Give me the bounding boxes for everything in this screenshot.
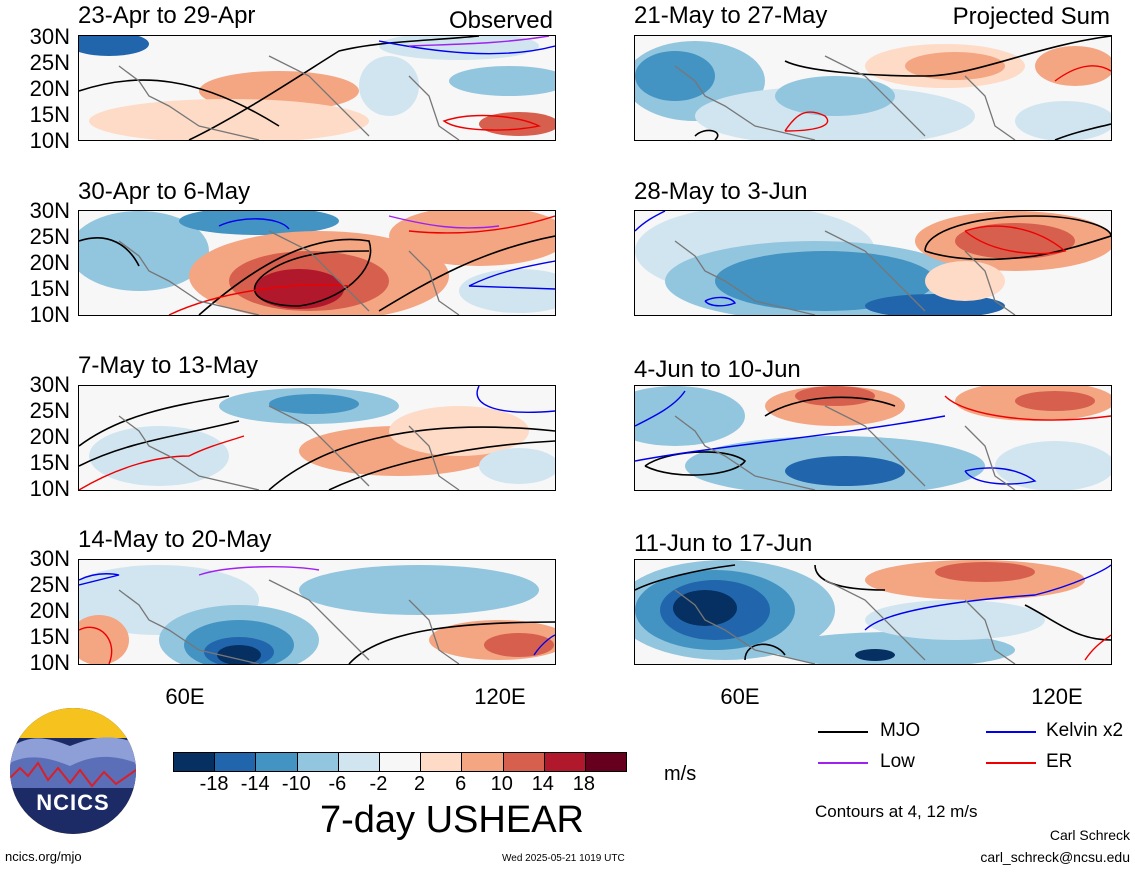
lat-label: 15N [29, 624, 70, 649]
lat-label: 15N [29, 102, 70, 127]
map-panel-right-2 [634, 210, 1112, 316]
colorbar-tick-label: 18 [572, 773, 596, 795]
colorbar-swatch [337, 753, 379, 771]
panel-title-right-2: 28-May to 3-Jun [634, 178, 808, 205]
colorbar [173, 752, 627, 772]
colorbar-unit: m/s [664, 763, 697, 785]
colorbar-swatch [296, 753, 338, 771]
colorbar-tick-label: -14 [240, 773, 270, 795]
panel-title-right-1: 21-May to 27-May [634, 2, 828, 29]
map-panel-right-1 [634, 35, 1112, 141]
lon-label-left-120e: 120E [474, 684, 526, 709]
legend-kelvin-label: Kelvin x2 [1046, 720, 1124, 741]
lat-label: 25N [29, 50, 70, 75]
lat-label: 15N [29, 276, 70, 301]
lat-label: 20N [29, 76, 70, 101]
lat-label: 10N [29, 128, 70, 153]
lon-label-right-120e: 120E [1031, 684, 1083, 709]
colorbar-swatch [502, 753, 544, 771]
lat-label: 25N [29, 572, 70, 597]
colorbar-swatch [255, 753, 297, 771]
colorbar-swatch [214, 753, 256, 771]
legend-kelvin-line [986, 731, 1036, 733]
colorbar-swatch [584, 753, 627, 771]
panel-title-left-2: 30-Apr to 6-May [78, 178, 251, 205]
observed-label: Observed [448, 7, 553, 34]
colorbar-swatch [174, 753, 215, 771]
legend-low-label: Low [880, 751, 915, 772]
lat-label: 25N [29, 224, 70, 249]
lat-label: 30N [29, 546, 70, 571]
lat-label: 10N [29, 302, 70, 327]
footer-timestamp: Wed 2025-05-21 1019 UTC [502, 853, 625, 864]
lat-label: 30N [29, 372, 70, 397]
lat-label: 15N [29, 450, 70, 475]
colorbar-swatch [543, 753, 585, 771]
footer-email[interactable]: carl_schreck@ncsu.edu [980, 849, 1130, 865]
panel-title-right-4: 11-Jun to 17-Jun [634, 530, 813, 557]
lon-label-right-60e: 60E [720, 684, 760, 709]
footer-url[interactable]: ncics.org/mjo [5, 849, 82, 864]
lat-label: 30N [29, 198, 70, 223]
panel-title-left-1: 23-Apr to 29-Apr [78, 2, 256, 29]
lat-label: 20N [29, 598, 70, 623]
colorbar-tick-label: -6 [328, 773, 347, 795]
map-panel-left-1 [78, 35, 556, 141]
map-panel-left-2 [78, 210, 556, 316]
colorbar-title: 7-day USHEAR [320, 799, 584, 841]
colorbar-tick-label: 6 [455, 773, 467, 795]
map-panel-right-3 [634, 385, 1112, 491]
legend-low-line [818, 762, 868, 764]
lat-label: 30N [29, 24, 70, 49]
legend-mjo-label: MJO [880, 720, 921, 741]
colorbar-tick-label: 14 [531, 773, 554, 795]
colorbar-swatch [420, 753, 462, 771]
colorbar-swatch [378, 753, 421, 771]
map-panel-left-3 [78, 385, 556, 491]
colorbar-tick-label: -10 [281, 773, 311, 795]
legend-mjo-line [818, 731, 868, 733]
colorbar-tick-label: 10 [490, 773, 513, 795]
footer-author: Carl Schreck [1049, 827, 1130, 843]
lat-label: 25N [29, 398, 70, 423]
lat-label: 20N [29, 424, 70, 449]
colorbar-tick-label: -2 [369, 773, 388, 795]
map-panel-right-4 [634, 559, 1112, 665]
colorbar-tick-label: -18 [199, 773, 229, 795]
panel-title-left-3: 7-May to 13-May [78, 352, 259, 379]
map-panel-left-4 [78, 559, 556, 665]
colorbar-tick-label: 2 [413, 773, 426, 795]
panel-title-left-4: 14-May to 20-May [78, 526, 272, 553]
legend-er-label: ER [1046, 751, 1073, 772]
projected-sum-label: Projected Sum [952, 3, 1110, 30]
colorbar-swatch [461, 753, 503, 771]
lat-label: 10N [29, 476, 70, 501]
ncics-logo[interactable]: NCICS [10, 708, 136, 834]
lon-label-left-60e: 60E [165, 684, 205, 709]
logo-text: NCICS [36, 790, 110, 815]
lat-label: 10N [29, 650, 70, 675]
panel-title-right-3: 4-Jun to 10-Jun [634, 356, 801, 383]
lat-label: 20N [29, 250, 70, 275]
contours-note: Contours at 4, 12 m/s [815, 802, 978, 821]
legend-er-line [986, 762, 1036, 764]
